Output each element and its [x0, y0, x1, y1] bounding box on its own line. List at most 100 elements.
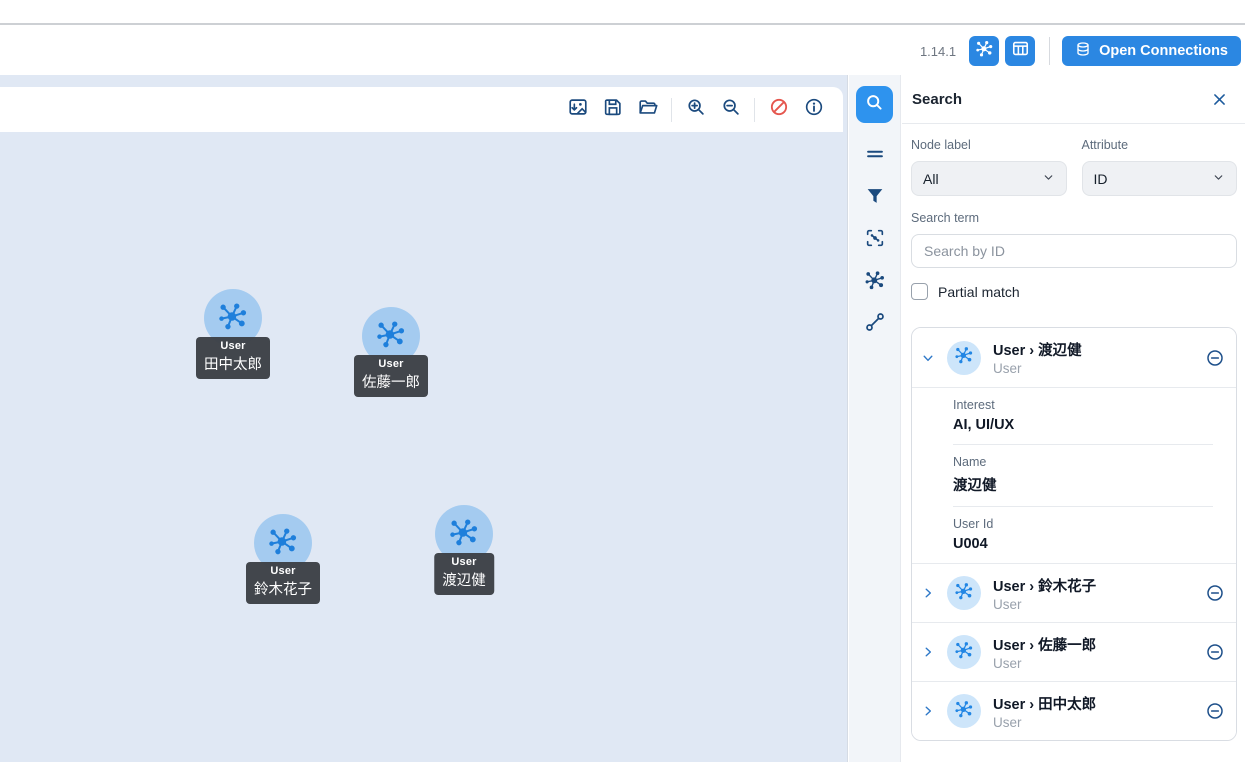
graph-node[interactable]: User 鈴木花子 [246, 514, 320, 604]
ban-icon [768, 96, 790, 123]
app-header: 1.14.1 Open Connections [0, 27, 1245, 75]
chevron-right-icon[interactable] [921, 586, 935, 600]
result-title: User › 佐藤一郎 [993, 637, 1097, 654]
attribute-value: 渡辺健 [953, 478, 997, 494]
result-text: User › 佐藤一郎 User [993, 634, 1205, 671]
graph-node-icon [954, 640, 974, 665]
node-name-label: 渡辺健 [442, 573, 486, 589]
sidebar-item-filters[interactable] [864, 185, 886, 207]
search-term-input[interactable] [911, 234, 1237, 268]
table-view-button[interactable] [1005, 36, 1036, 66]
graph-node[interactable]: User 渡辺健 [434, 505, 494, 595]
avatar [947, 340, 981, 375]
node-name-label: 田中太郎 [204, 357, 262, 373]
sidebar-item-expand[interactable] [864, 227, 886, 249]
remove-node-button[interactable] [1205, 642, 1225, 662]
remove-node-button[interactable] [1205, 348, 1225, 368]
open-connections-button[interactable]: Open Connections [1062, 36, 1241, 66]
sidebar-item-edge-styling[interactable] [864, 311, 886, 333]
attribute-label: Interest [953, 398, 995, 412]
result-row[interactable]: User › 佐藤一郎 User [912, 622, 1236, 681]
partial-match-checkbox[interactable] [911, 283, 928, 300]
zoom-out-icon [720, 96, 742, 123]
graph-node-icon [954, 345, 974, 370]
version-label: 1.14.1 [919, 43, 957, 59]
open-connections-label: Open Connections [1099, 43, 1228, 59]
graph-icon [975, 39, 994, 63]
result-text: User › 田中太郎 User [993, 693, 1205, 730]
panel-title: Search [912, 90, 963, 108]
result-row[interactable]: User › 田中太郎 User [912, 681, 1236, 740]
attribute-value: U004 [953, 536, 988, 552]
chevron-right-icon[interactable] [921, 704, 935, 718]
result-row[interactable]: User › 鈴木花子 User [912, 563, 1236, 622]
close-panel-button[interactable] [1211, 91, 1228, 108]
search-icon [864, 92, 885, 118]
close-icon [1211, 95, 1228, 112]
chevron-right-icon[interactable] [921, 645, 935, 659]
graph-node-icon [448, 516, 480, 553]
zoom-out-button[interactable] [713, 92, 748, 127]
zoom-in-button[interactable] [678, 92, 713, 127]
remove-node-button[interactable] [1205, 583, 1225, 603]
result-subtitle: User [993, 596, 1022, 612]
graph-node[interactable]: User 田中太郎 [196, 289, 270, 379]
toolbar-divider [671, 97, 672, 122]
graph-node[interactable]: User 佐藤一郎 [354, 307, 428, 397]
search-panel: Search Node label All Attribute ID [902, 75, 1245, 762]
attribute-value: AI, UI/UX [953, 417, 1015, 433]
attribute-select-value: ID [1093, 170, 1108, 187]
node-name-label: 佐藤一郎 [362, 375, 420, 391]
result-row[interactable]: User › 渡辺健 User [912, 328, 1236, 387]
about-button[interactable] [796, 92, 831, 127]
chevron-down-icon[interactable] [921, 351, 935, 365]
graph-node-icon [217, 300, 249, 337]
save-icon [602, 96, 624, 123]
info-icon [803, 96, 825, 123]
attribute-divider [953, 444, 1213, 445]
database-icon [1075, 41, 1091, 61]
result-title: User › 田中太郎 [993, 696, 1097, 713]
download-screenshot-button[interactable] [560, 92, 595, 127]
clear-canvas-button[interactable] [761, 92, 796, 127]
sidebar-item-node-styling[interactable] [864, 269, 886, 291]
minus-circle-icon [1205, 708, 1225, 725]
graph-toolbar [0, 87, 843, 132]
node-label: User 佐藤一郎 [354, 355, 428, 397]
attribute-select[interactable]: ID [1081, 161, 1237, 196]
remove-node-button[interactable] [1205, 701, 1225, 721]
save-graph-button[interactable] [595, 92, 630, 127]
minus-circle-icon [1205, 649, 1225, 666]
list-lines-icon [864, 152, 886, 169]
node-type-label: User [270, 565, 296, 577]
filter-icon [864, 194, 886, 211]
minus-circle-icon [1205, 590, 1225, 607]
sidebar-item-search[interactable] [856, 86, 893, 123]
result-title: User › 鈴木花子 [993, 578, 1097, 595]
attribute-divider [953, 506, 1213, 507]
node-label-select[interactable]: All [911, 161, 1067, 196]
header-divider [1049, 37, 1051, 65]
minus-circle-icon [1205, 355, 1225, 372]
result-subtitle: User [993, 361, 1022, 376]
open-graph-button[interactable] [630, 92, 665, 127]
attribute-field-label: Attribute [1081, 138, 1129, 152]
node-name-label: 鈴木花子 [254, 582, 312, 598]
partial-match-label: Partial match [938, 283, 1020, 300]
sidebar-item-details[interactable] [864, 143, 886, 165]
result-subtitle: User [993, 655, 1022, 671]
attribute-item: Interest AI, UI/UX [912, 388, 1236, 444]
graph-view-button[interactable] [969, 36, 1000, 66]
graph-node-icon [267, 525, 299, 562]
node-type-label: User [451, 556, 477, 568]
attribute-item: Name 渡辺健 [912, 445, 1236, 506]
expand-focus-icon [864, 236, 886, 253]
result-text: User › 鈴木花子 User [993, 575, 1205, 612]
graph-canvas[interactable]: User 田中太郎 User 佐藤一郎 User 鈴木花子 User 渡辺健 [0, 75, 848, 762]
attribute-item: User Id U004 [912, 507, 1236, 563]
toolbar-divider [754, 97, 755, 122]
node-label: User 渡辺健 [434, 553, 494, 595]
node-label: User 田中太郎 [196, 337, 270, 379]
table-icon [1011, 39, 1030, 63]
